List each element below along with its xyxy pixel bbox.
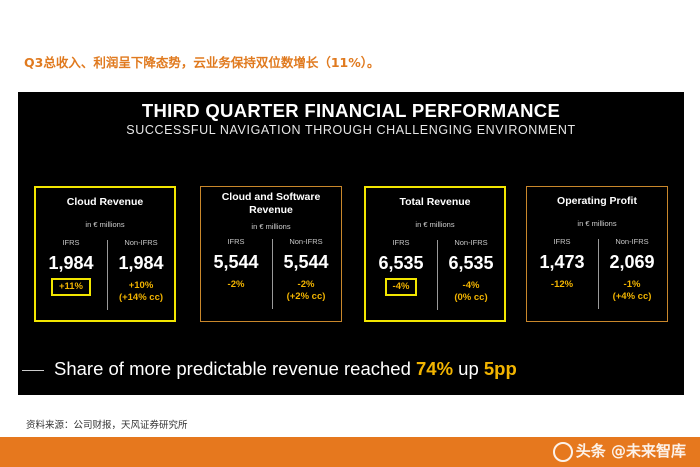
column-divider [598,239,599,309]
non-ifrs-value: 1,984 [118,253,164,273]
share-statement: Share of more predictable revenue reache… [54,358,517,379]
slide-title: THIRD QUARTER FINANCIAL PERFORMANCE [141,100,561,121]
non-ifrs-change: +10% (+14% cc) [118,280,164,303]
card-title: Cloud and Software Revenue [221,191,321,216]
card-cloud-revenue: Cloud Revenue in € millions IFRS 1,984 +… [34,186,176,322]
column-divider [437,240,438,310]
ifrs-value: 1,984 [48,253,94,273]
share-growth: 5pp [483,358,517,379]
ifrs-column: IFRS 5,544 -2% [205,237,267,291]
ifrs-change: -2% [227,279,245,290]
non-ifrs-column: Non-IFRS 5,544 -2% (+2% cc) [275,237,337,303]
ifrs-change: -12% [550,279,574,290]
ifrs-column: IFRS 6,535 -4% [370,238,432,296]
card-operating-profit: Operating Profit in € millions IFRS 1,47… [526,186,668,322]
card-title: Operating Profit [557,195,637,207]
watermark-logo-icon [552,441,573,462]
non-ifrs-change: -1% (+4% cc) [612,279,652,302]
share-percentage: 74% [416,358,454,379]
page-heading: Q3总收入、利润呈下降态势，云业务保持双位数增长（11%）。 [24,55,380,70]
non-ifrs-label: Non-IFRS [124,238,158,247]
ifrs-column: IFRS 1,984 +11% [40,238,102,296]
column-divider [272,239,273,309]
ifrs-value: 5,544 [213,252,259,272]
ifrs-value: 6,535 [378,253,424,273]
non-ifrs-change: -4% (0% cc) [454,280,488,303]
non-ifrs-label: Non-IFRS [289,237,323,246]
card-unit: in € millions [85,220,125,229]
card-unit: in € millions [251,222,291,231]
share-accent-line [22,370,44,371]
non-ifrs-label: Non-IFRS [615,237,649,246]
footer-bar [0,437,700,467]
ifrs-change-highlight: -4% [384,278,418,296]
card-unit: in € millions [415,220,455,229]
card-cloud-software-revenue: Cloud and Software Revenue in € millions… [200,186,342,322]
non-ifrs-column: Non-IFRS 6,535 -4% (0% cc) [440,238,502,304]
card-total-revenue: Total Revenue in € millions IFRS 6,535 -… [364,186,506,322]
ifrs-column: IFRS 1,473 -12% [531,237,593,291]
ifrs-change-highlight: +11% [50,278,92,296]
non-ifrs-column: Non-IFRS 1,984 +10% (+14% cc) [110,238,172,304]
ifrs-label: IFRS [553,237,571,246]
non-ifrs-value: 2,069 [609,252,655,272]
card-title: Total Revenue [399,196,471,208]
ifrs-label: IFRS [62,238,80,247]
non-ifrs-value: 5,544 [283,252,329,272]
ifrs-value: 1,473 [539,252,585,272]
ifrs-label: IFRS [227,237,245,246]
card-title: Cloud Revenue [66,196,144,208]
non-ifrs-label: Non-IFRS [454,238,488,247]
ifrs-label: IFRS [392,238,410,247]
column-divider [107,240,108,310]
slide-image: THIRD QUARTER FINANCIAL PERFORMANCE SUCC… [18,92,684,395]
non-ifrs-value: 6,535 [448,253,494,273]
watermark: 头条 @未来智库 [550,440,686,462]
non-ifrs-change: -2% (+2% cc) [286,279,326,302]
non-ifrs-column: Non-IFRS 2,069 -1% (+4% cc) [601,237,663,303]
slide-subtitle: SUCCESSFUL NAVIGATION THROUGH CHALLENGIN… [126,123,576,137]
card-unit: in € millions [577,219,617,228]
source-note: 资料来源：公司财报，天风证券研究所 [26,420,188,431]
